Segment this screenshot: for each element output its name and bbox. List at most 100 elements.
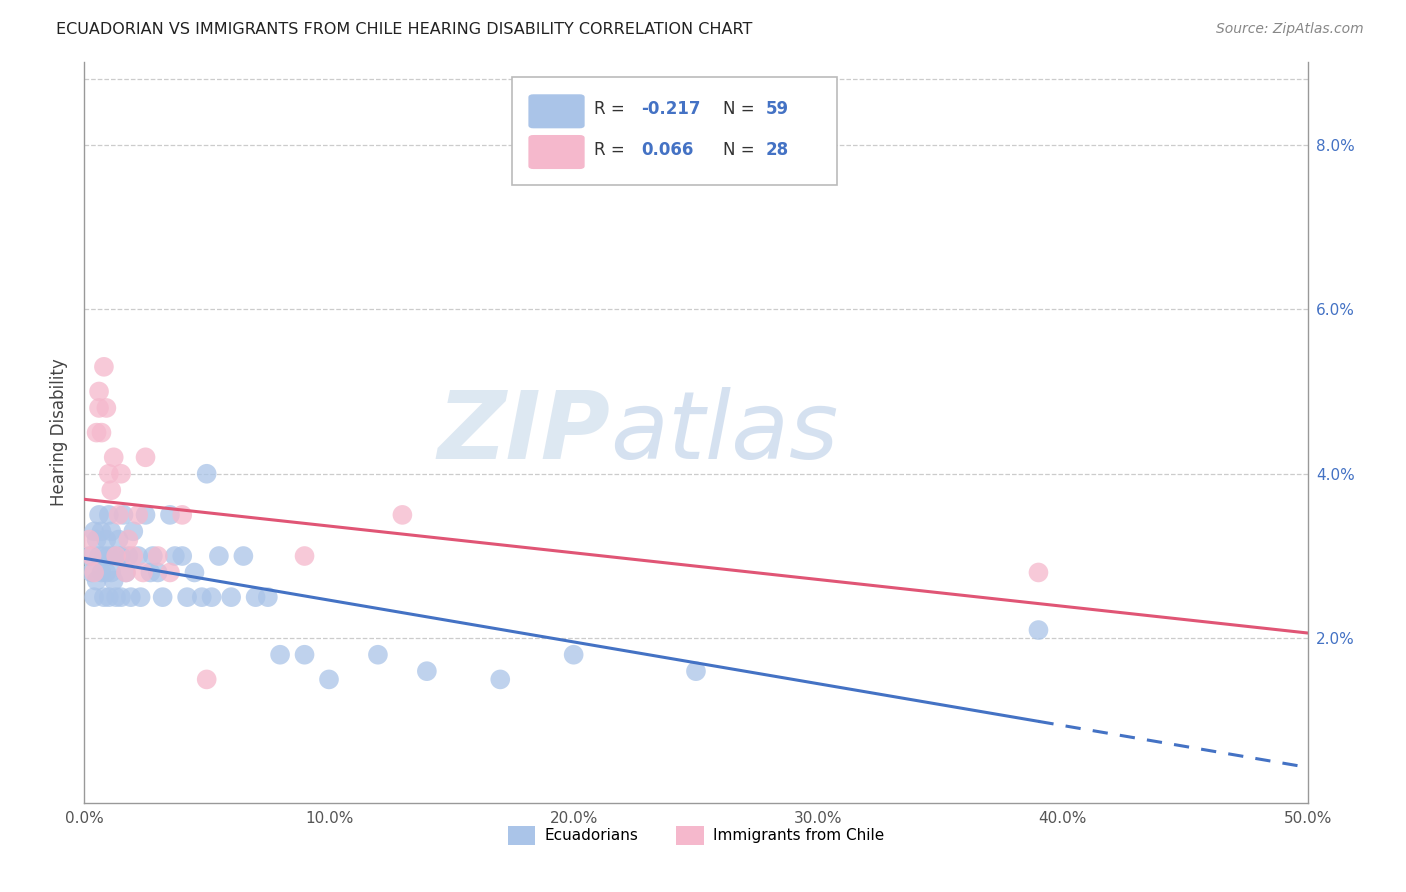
Point	[127, 549, 149, 563]
Point	[83, 566, 105, 580]
Text: 0.066: 0.066	[641, 141, 693, 159]
Point	[294, 549, 316, 563]
Point	[172, 508, 194, 522]
Point	[97, 508, 120, 522]
Point	[112, 508, 135, 522]
Point	[132, 566, 155, 580]
Point	[139, 566, 162, 580]
Point	[195, 467, 218, 481]
Point	[122, 524, 145, 539]
Point	[416, 664, 439, 678]
Point	[96, 533, 118, 547]
FancyBboxPatch shape	[513, 78, 837, 185]
Point	[176, 590, 198, 604]
Point	[103, 574, 125, 588]
Point	[208, 549, 231, 563]
Point	[152, 590, 174, 604]
Point	[97, 549, 120, 563]
Text: R =: R =	[595, 100, 630, 118]
Point	[86, 425, 108, 440]
Text: R =: R =	[595, 141, 630, 159]
Text: 59: 59	[766, 100, 789, 118]
Point	[232, 549, 254, 563]
Point	[294, 648, 316, 662]
Point	[83, 590, 105, 604]
Point	[77, 533, 100, 547]
Text: N =: N =	[723, 141, 759, 159]
Point	[77, 549, 100, 563]
Point	[129, 590, 152, 604]
Point	[135, 508, 157, 522]
Point	[87, 549, 110, 563]
Point	[93, 590, 115, 604]
Point	[127, 508, 149, 522]
Point	[103, 450, 125, 465]
Text: ZIP: ZIP	[437, 386, 610, 479]
Point	[195, 673, 218, 687]
Point	[110, 549, 132, 563]
Point	[107, 508, 129, 522]
Point	[245, 590, 267, 604]
Point	[117, 533, 139, 547]
Point	[96, 401, 118, 415]
Point	[172, 549, 194, 563]
Point	[183, 566, 205, 580]
Point	[562, 648, 585, 662]
Point	[1028, 623, 1050, 637]
Point	[90, 425, 112, 440]
Point	[219, 590, 242, 604]
Point	[146, 566, 169, 580]
Point	[87, 508, 110, 522]
Point	[1028, 566, 1050, 580]
Point	[115, 566, 138, 580]
Point	[146, 549, 169, 563]
Y-axis label: Hearing Disability: Hearing Disability	[51, 359, 69, 507]
Point	[159, 566, 181, 580]
Point	[87, 384, 110, 399]
Point	[93, 549, 115, 563]
Point	[135, 450, 157, 465]
Point	[685, 664, 707, 678]
Point	[318, 673, 340, 687]
Point	[110, 590, 132, 604]
Text: -0.217: -0.217	[641, 100, 700, 118]
Text: 28: 28	[766, 141, 789, 159]
Text: atlas: atlas	[610, 387, 838, 478]
Point	[96, 566, 118, 580]
Point	[115, 566, 138, 580]
Point	[80, 549, 103, 563]
Point	[257, 590, 280, 604]
Point	[200, 590, 222, 604]
Point	[93, 359, 115, 374]
FancyBboxPatch shape	[529, 95, 585, 128]
Point	[100, 483, 122, 498]
Point	[391, 508, 413, 522]
Text: ECUADORIAN VS IMMIGRANTS FROM CHILE HEARING DISABILITY CORRELATION CHART: ECUADORIAN VS IMMIGRANTS FROM CHILE HEAR…	[56, 22, 752, 37]
Point	[87, 401, 110, 415]
Point	[489, 673, 512, 687]
Point	[100, 566, 122, 580]
Point	[142, 549, 165, 563]
FancyBboxPatch shape	[529, 135, 585, 169]
Point	[367, 648, 389, 662]
Point	[97, 467, 120, 481]
Point	[105, 549, 128, 563]
Point	[191, 590, 214, 604]
Point	[163, 549, 186, 563]
Point	[107, 533, 129, 547]
Text: Source: ZipAtlas.com: Source: ZipAtlas.com	[1216, 22, 1364, 37]
Point	[120, 590, 142, 604]
Legend: Ecuadorians, Immigrants from Chile: Ecuadorians, Immigrants from Chile	[502, 820, 890, 851]
Point	[159, 508, 181, 522]
Point	[86, 533, 108, 547]
Point	[90, 566, 112, 580]
Point	[90, 524, 112, 539]
Point	[103, 549, 125, 563]
Point	[97, 590, 120, 604]
Point	[83, 524, 105, 539]
Point	[80, 566, 103, 580]
Point	[105, 590, 128, 604]
Point	[100, 524, 122, 539]
Point	[117, 549, 139, 563]
Point	[110, 467, 132, 481]
